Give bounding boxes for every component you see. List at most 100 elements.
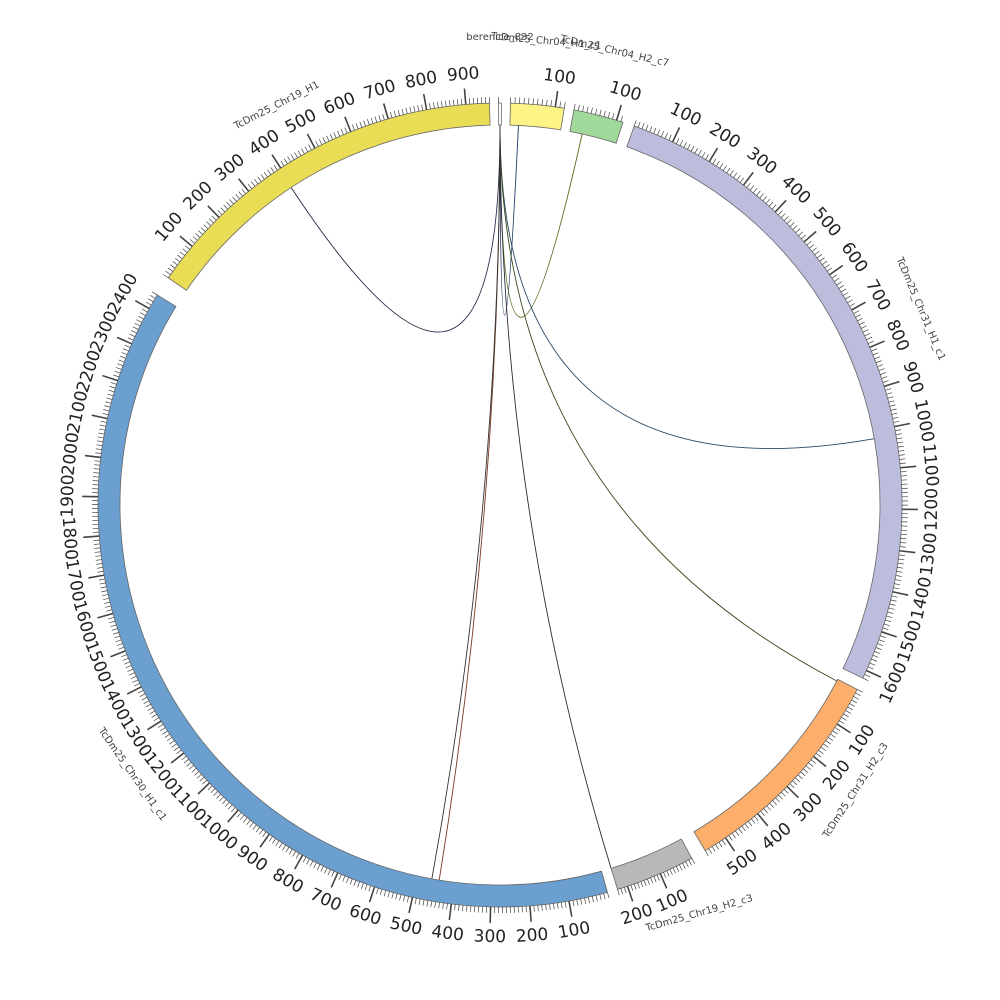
minor-tick — [124, 661, 130, 665]
minor-tick — [273, 165, 278, 171]
minor-tick — [842, 292, 849, 296]
minor-tick — [326, 135, 330, 142]
minor-tick — [653, 876, 657, 883]
minor-tick — [860, 325, 867, 329]
minor-tick — [872, 352, 879, 356]
minor-tick — [599, 894, 602, 901]
minor-tick — [682, 863, 686, 869]
major-tick — [382, 103, 389, 120]
minor-tick — [179, 251, 185, 256]
minor-tick — [679, 864, 683, 871]
major-tick — [207, 205, 220, 218]
minor-tick — [685, 861, 689, 868]
major-tick — [91, 414, 108, 420]
minor-tick — [136, 319, 143, 323]
minor-tick — [633, 883, 637, 890]
minor-tick — [290, 154, 295, 160]
minor-tick — [255, 827, 260, 833]
link-2 — [499, 124, 583, 318]
minor-tick — [637, 882, 640, 889]
minor-tick — [811, 247, 817, 252]
minor-tick — [316, 864, 321, 870]
minor-tick — [95, 559, 102, 561]
tick-label: 1300 — [917, 532, 942, 577]
tick-label: 700 — [861, 276, 894, 314]
minor-tick — [560, 902, 563, 909]
minor-tick — [890, 599, 897, 602]
minor-tick — [877, 364, 884, 367]
major-tick — [615, 104, 623, 121]
minor-tick — [867, 340, 874, 344]
minor-tick — [898, 554, 905, 556]
segment-berenice_832 — [498, 102, 502, 126]
minor-tick — [715, 844, 719, 850]
minor-tick — [896, 571, 903, 573]
minor-tick — [171, 743, 177, 748]
minor-tick — [414, 898, 417, 905]
minor-tick — [826, 267, 833, 272]
minor-tick — [573, 103, 576, 110]
segment-TcDm25_Chr31_H2_c3 — [693, 678, 858, 852]
minor-tick — [719, 163, 724, 169]
ticks-layer — [82, 88, 918, 923]
minor-tick — [898, 450, 905, 452]
minor-tick — [897, 562, 904, 565]
minor-tick — [405, 107, 408, 114]
major-tick — [742, 171, 754, 186]
link-3 — [499, 124, 875, 449]
minor-tick — [803, 768, 809, 774]
minor-tick — [762, 196, 768, 202]
minor-tick — [765, 198, 771, 204]
minor-tick — [607, 892, 610, 899]
minor-tick — [337, 130, 341, 137]
minor-tick — [896, 437, 903, 440]
major-tick — [866, 669, 882, 678]
major-tick — [626, 885, 634, 902]
minor-tick — [153, 717, 160, 722]
minor-tick — [134, 322, 141, 327]
minor-tick — [114, 635, 121, 639]
minor-tick — [241, 188, 246, 194]
minor-tick — [537, 98, 539, 105]
minor-tick — [93, 464, 101, 466]
minor-tick — [690, 145, 695, 152]
major-tick — [883, 380, 900, 388]
minor-tick — [403, 895, 406, 902]
major-tick — [894, 422, 911, 428]
minor-tick — [98, 432, 105, 435]
minor-tick — [553, 903, 555, 910]
minor-tick — [587, 897, 590, 904]
major-tick — [851, 301, 866, 311]
minor-tick — [283, 158, 288, 165]
minor-tick — [892, 416, 899, 419]
minor-tick — [840, 288, 847, 293]
minor-tick — [744, 823, 749, 829]
minor-tick — [890, 408, 897, 411]
minor-tick — [147, 298, 154, 303]
minor-tick — [379, 889, 383, 896]
minor-tick — [140, 312, 146, 316]
minor-tick — [783, 789, 789, 794]
minor-tick — [288, 849, 293, 855]
minor-tick — [878, 368, 885, 371]
minor-tick — [875, 647, 882, 650]
minor-tick — [306, 858, 310, 865]
tick-label: 1500 — [80, 638, 114, 686]
minor-tick — [792, 225, 798, 230]
minor-tick — [434, 901, 437, 908]
minor-tick — [875, 360, 882, 364]
minor-tick — [691, 858, 695, 864]
minor-tick — [329, 133, 333, 140]
minor-tick — [778, 794, 783, 800]
major-tick — [448, 903, 453, 921]
tick-label: 1600 — [876, 659, 912, 707]
major-tick — [97, 612, 114, 619]
minor-tick — [701, 152, 706, 158]
minor-tick — [715, 160, 720, 167]
minor-tick — [94, 547, 101, 549]
minor-tick — [899, 462, 906, 464]
minor-tick — [249, 822, 254, 828]
minor-tick — [900, 542, 907, 544]
minor-tick — [885, 388, 892, 391]
